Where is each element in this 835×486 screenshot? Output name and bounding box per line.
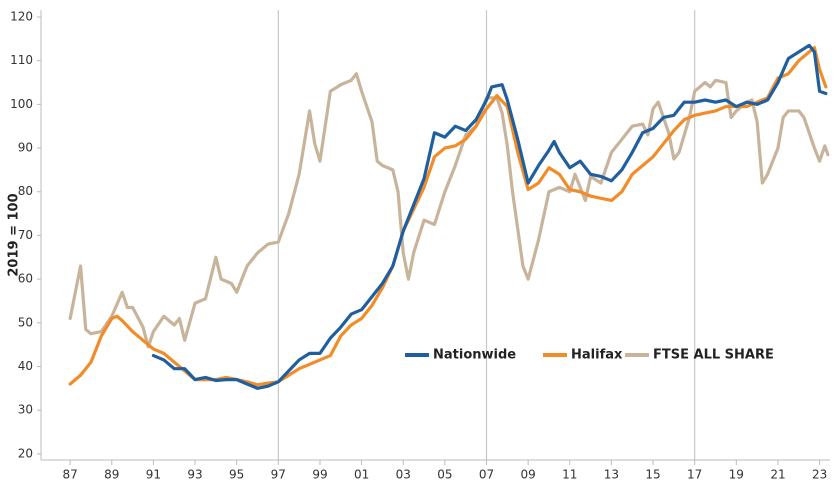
y-tick-label: 100 xyxy=(10,97,33,111)
y-tick-label: 90 xyxy=(18,141,33,155)
x-tick-label: 87 xyxy=(63,468,78,482)
y-tick-label: 60 xyxy=(18,272,33,286)
x-tick-label: 05 xyxy=(437,468,452,482)
y-tick-label: 120 xyxy=(10,9,33,23)
x-tick-label: 99 xyxy=(312,468,327,482)
series-line xyxy=(68,72,830,349)
y-tick-label: 70 xyxy=(18,228,33,242)
legend-label: FTSE ALL SHARE xyxy=(653,348,774,363)
series-line xyxy=(151,43,828,390)
x-tick-label: 97 xyxy=(271,468,286,482)
x-tick-label: 17 xyxy=(687,468,702,482)
y-axis-label: 2019 = 100 xyxy=(7,193,22,276)
legend-label: Halifax xyxy=(571,348,623,363)
y-tick-label: 30 xyxy=(18,403,33,417)
x-tick-label: 89 xyxy=(104,468,119,482)
x-tick-label: 15 xyxy=(645,468,660,482)
y-tick-label: 40 xyxy=(18,359,33,373)
x-tick-label: 01 xyxy=(354,468,369,482)
x-tick-label: 03 xyxy=(396,468,411,482)
legend-label: Nationwide xyxy=(433,348,516,363)
y-tick-label: 80 xyxy=(18,184,33,198)
x-tick-label: 07 xyxy=(479,468,494,482)
y-tick-label: 20 xyxy=(18,446,33,460)
x-tick-label: 09 xyxy=(520,468,535,482)
y-tick-label: 50 xyxy=(18,315,33,329)
x-tick-label: 95 xyxy=(229,468,244,482)
x-tick-label: 11 xyxy=(562,468,577,482)
x-tick-label: 19 xyxy=(729,468,744,482)
x-tick-label: 13 xyxy=(604,468,619,482)
x-tick-label: 23 xyxy=(812,468,827,482)
x-tick-label: 21 xyxy=(770,468,785,482)
y-tick-label: 110 xyxy=(10,53,33,67)
x-tick-label: 91 xyxy=(146,468,161,482)
x-tick-label: 93 xyxy=(187,468,202,482)
